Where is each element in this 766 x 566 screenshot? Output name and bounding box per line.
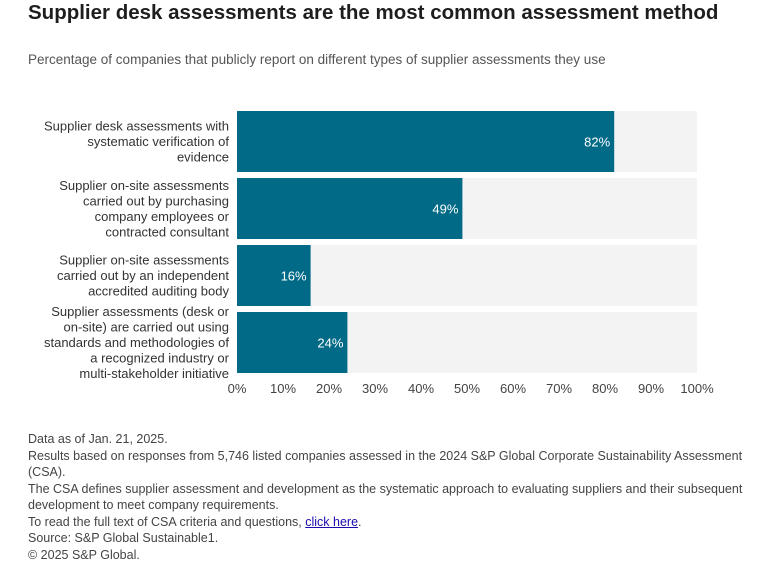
x-tick-label: 20%	[316, 381, 342, 396]
footer-link-suffix: .	[358, 514, 362, 529]
bar-value-label: 24%	[317, 336, 343, 351]
footer-copyright: © 2025 S&P Global.	[28, 547, 140, 562]
bar-chart: 82% Supplier desk assessments withsystema…	[44, 111, 714, 396]
category-label: standards and methodologies of	[44, 335, 229, 350]
chart-footer: Data as of Jan. 21, 2025. Results based …	[28, 431, 748, 563]
category-label: Supplier assessments (desk or	[51, 304, 229, 319]
bar	[237, 312, 348, 373]
category-label: a recognized industry or	[90, 351, 229, 366]
category-label: Supplier on-site assessments	[59, 178, 229, 193]
category-label: company employees or	[95, 209, 230, 224]
x-tick-label: 50%	[454, 381, 480, 396]
x-tick-label: 100%	[680, 381, 714, 396]
x-tick-label: 90%	[638, 381, 664, 396]
x-tick-label: 80%	[592, 381, 618, 396]
x-tick-label: 30%	[362, 381, 388, 396]
category-label: contracted consultant	[105, 224, 229, 239]
chart-title: Supplier desk assessments are the most c…	[28, 1, 719, 24]
category-label: carried out by an independent	[57, 268, 229, 283]
footer-note-definition: The CSA defines supplier assessment and …	[28, 481, 743, 513]
chart-subtitle: Percentage of companies that publicly re…	[28, 52, 606, 67]
bar	[237, 245, 311, 306]
footer-note-date: Data as of Jan. 21, 2025.	[28, 432, 168, 446]
footer-source: Source: S&P Global Sustainable1.	[28, 531, 219, 545]
category-label: Supplier desk assessments with	[44, 119, 229, 134]
bar	[237, 178, 463, 239]
bar	[237, 111, 615, 172]
x-tick-label: 60%	[500, 381, 526, 396]
x-tick-label: 10%	[270, 381, 296, 396]
category-label: Supplier on-site assessments	[59, 253, 229, 268]
footer-note-link-line: To read the full text of CSA criteria an…	[28, 514, 748, 531]
category-label: carried out by purchasing	[83, 193, 229, 208]
category-label: evidence	[177, 150, 229, 165]
footer-note-results: Results based on responses from 5,746 li…	[28, 448, 743, 480]
category-label: systematic verification of	[87, 134, 229, 149]
category-label: multi-stakeholder initiative	[79, 366, 229, 381]
footer-link-prefix: To read the full text of CSA criteria an…	[28, 514, 306, 529]
bar-track	[237, 245, 697, 306]
category-label: accredited auditing body	[88, 284, 229, 299]
click-here-link[interactable]: click here	[305, 514, 359, 529]
x-tick-label: 0%	[228, 381, 247, 396]
x-tick-label: 40%	[408, 381, 434, 396]
bar-value-label: 82%	[584, 135, 610, 150]
category-label: on-site) are carried out using	[64, 320, 229, 335]
bar-value-label: 16%	[281, 269, 307, 284]
bar-value-label: 49%	[432, 202, 458, 217]
x-tick-label: 70%	[546, 381, 572, 396]
